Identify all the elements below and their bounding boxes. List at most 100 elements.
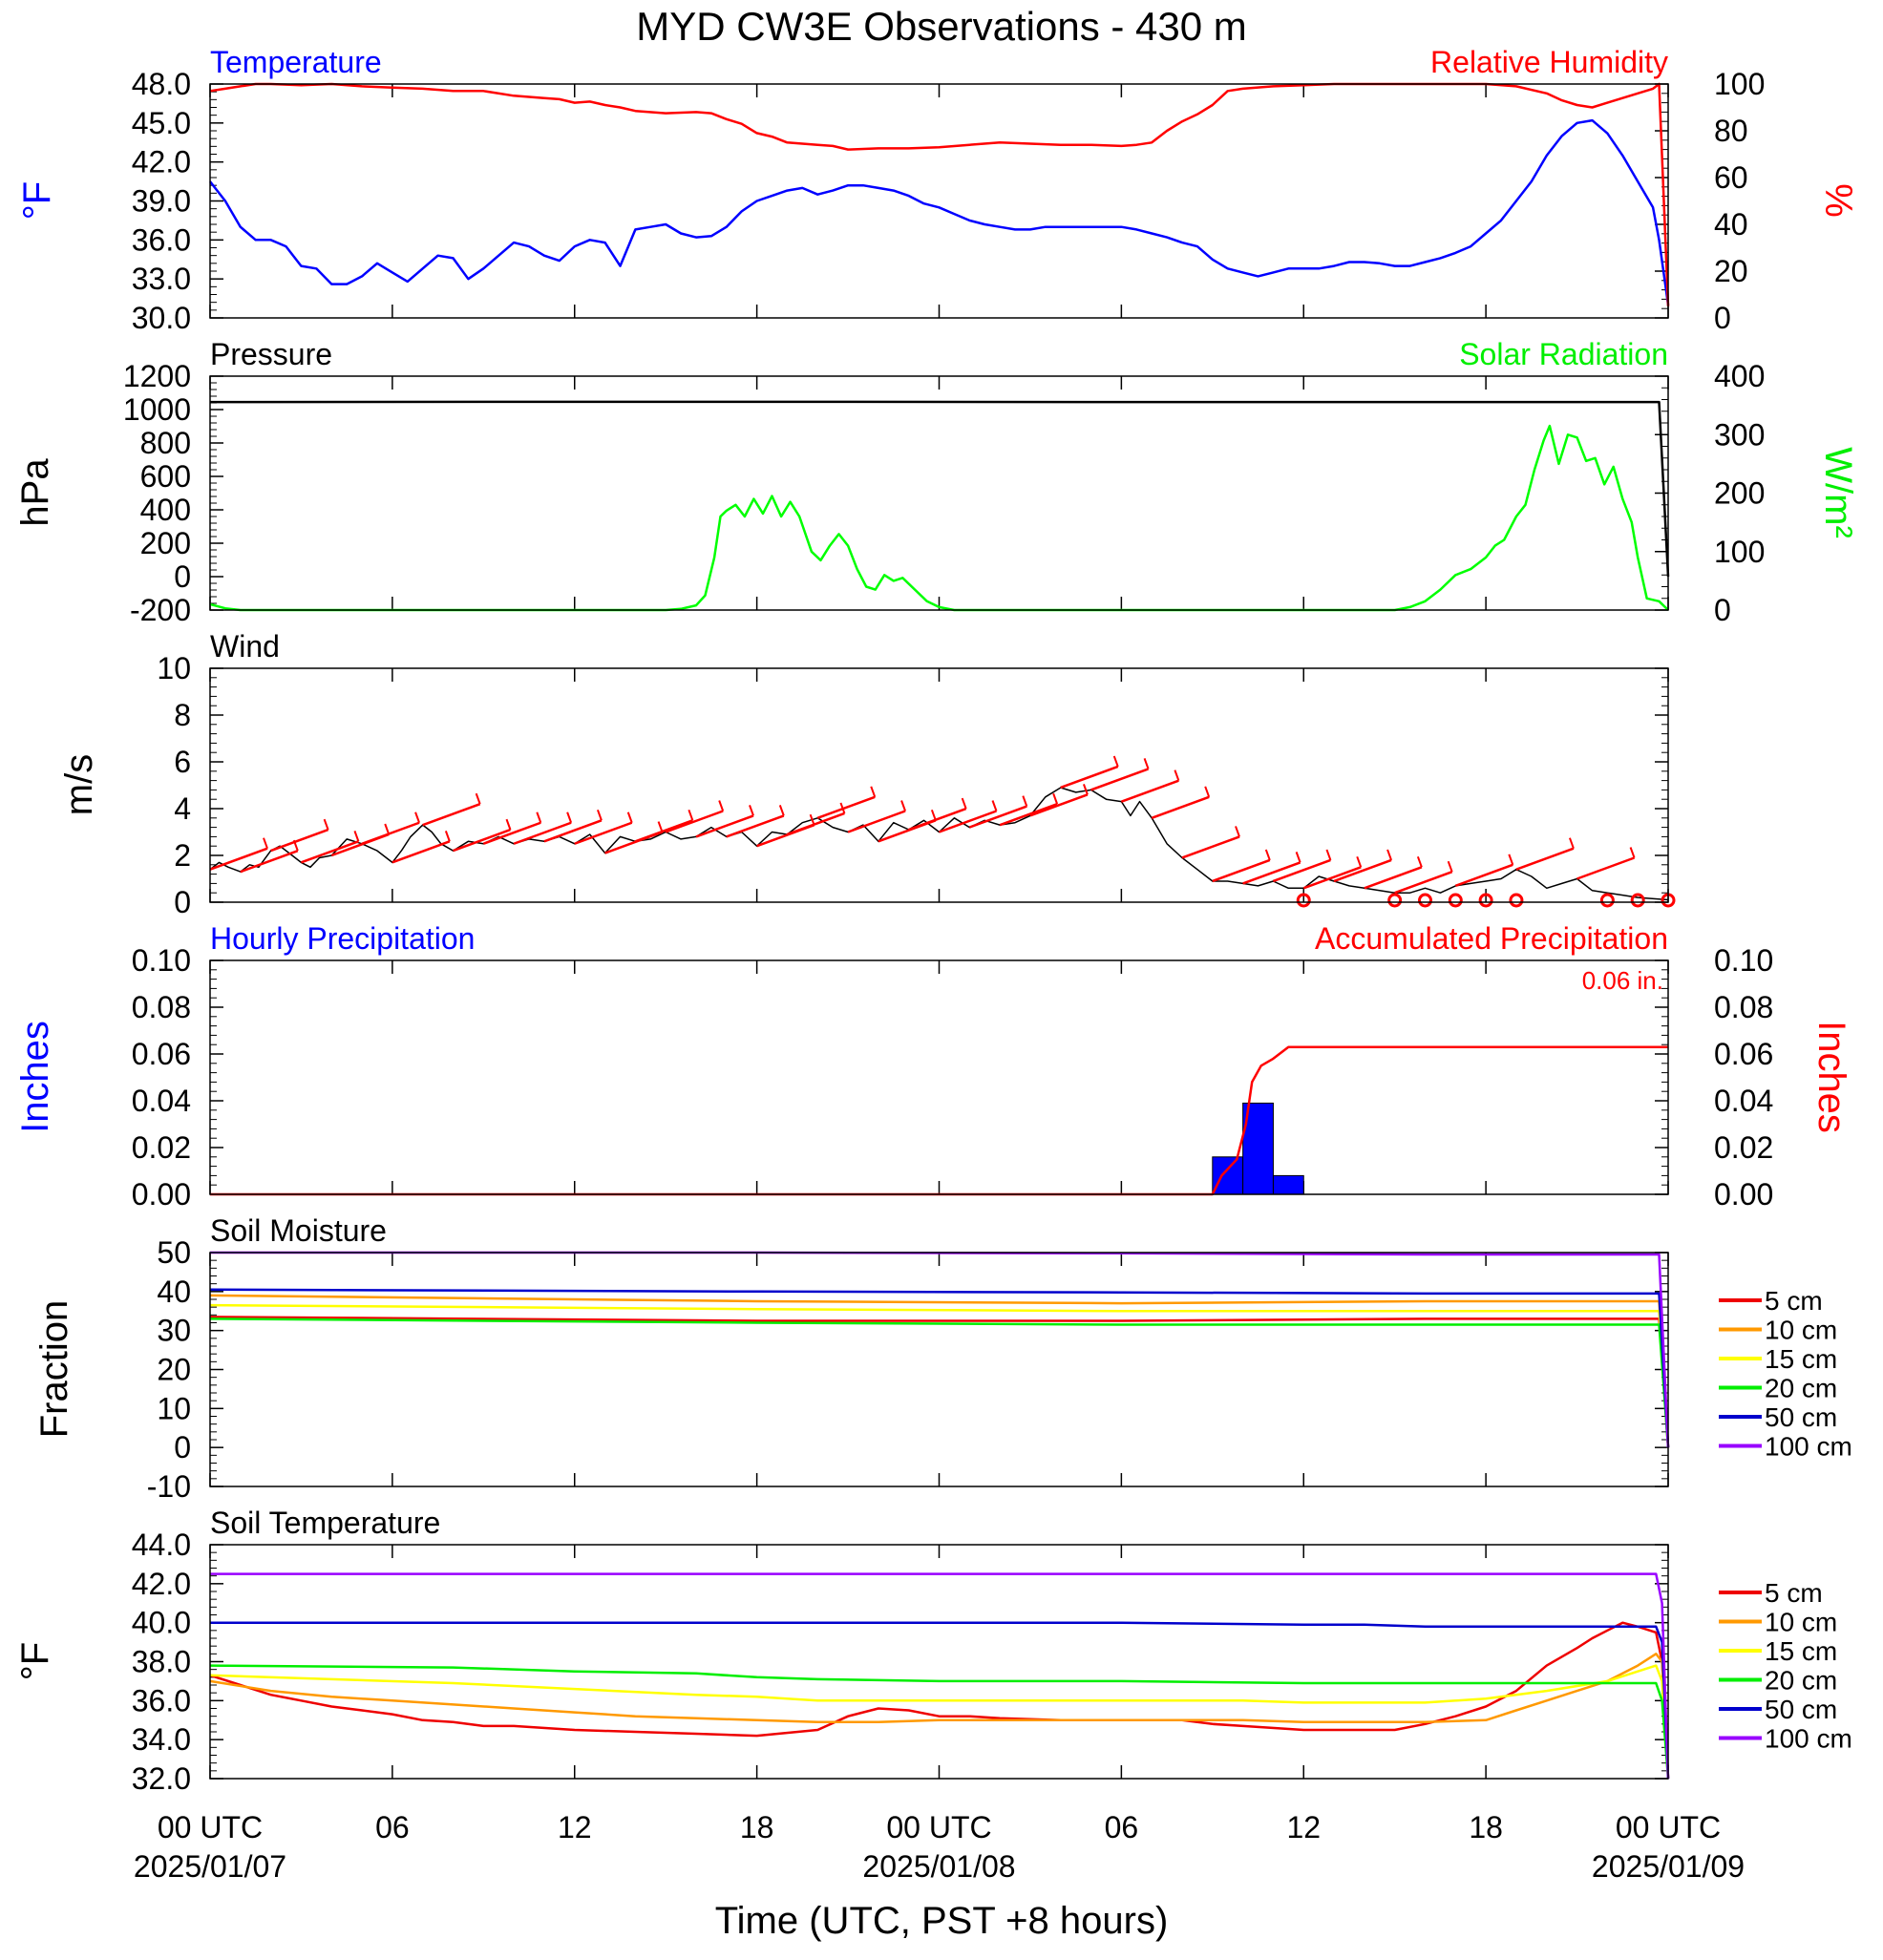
series-line-pressure xyxy=(209,400,1670,578)
y-tick-label-right: 100 xyxy=(1714,535,1765,569)
wind-barb xyxy=(816,795,876,819)
soil-moisture-title: Soil Moisture xyxy=(210,1213,387,1248)
wind-barb-flag xyxy=(1052,792,1059,805)
wind-barb xyxy=(1364,866,1423,890)
wind-barb xyxy=(939,810,997,833)
wind-barb xyxy=(968,805,1027,829)
solar-title: Solar Radiation xyxy=(1459,337,1668,371)
y-tick-label-right: 0.06 xyxy=(1714,1037,1773,1071)
wind-barb xyxy=(270,828,329,853)
wind-barb xyxy=(634,819,693,843)
wind-barb-flag xyxy=(596,809,603,821)
wind-barb-flag xyxy=(505,818,512,831)
wind-barb xyxy=(574,821,633,845)
y-tick-label-left: -10 xyxy=(147,1469,191,1504)
pressure-title: Pressure xyxy=(210,337,332,371)
wind-barb xyxy=(908,807,967,832)
x-tick-date: 2025/01/09 xyxy=(1592,1849,1745,1884)
precipitation-marks: 0.00 0.02 0.04 0.06 0.08 0.10 0.00 0.02 0.04 0.06… xyxy=(132,943,1774,1212)
wind-barb xyxy=(1454,863,1513,888)
wind-barb-flag xyxy=(536,811,542,824)
series-line-20-cm xyxy=(209,1664,1670,1780)
wind-barb xyxy=(1060,765,1119,790)
y-tick-label-right: 60 xyxy=(1714,160,1748,195)
wind-barb xyxy=(1242,861,1301,885)
pressure-axis-label: hPa xyxy=(14,458,56,527)
wind-barb xyxy=(1120,779,1179,803)
wind-barb xyxy=(240,849,299,874)
calm-wind-circle xyxy=(1418,893,1432,908)
wind-barb xyxy=(422,802,481,827)
hourly-precip-bar xyxy=(1272,1174,1304,1195)
wind-barb xyxy=(1394,871,1453,895)
wind-barb-flag xyxy=(657,821,664,832)
soil-temperature-axis-label: °F xyxy=(14,1642,56,1680)
y-tick-label-right: 0.04 xyxy=(1714,1084,1773,1118)
wind-barb-flag xyxy=(778,805,785,816)
panel-soil-temperature: 32.0 34.0 36.0 38.0 40.0 42.0 44.0 Soil Temper… xyxy=(14,1506,1852,1796)
wind-barb xyxy=(1181,835,1240,859)
legend-label: 50 cm xyxy=(1765,1695,1837,1724)
hourly-precip-title: Hourly Precipitation xyxy=(210,921,475,956)
series-line-5-cm xyxy=(209,1621,1670,1780)
pressure-solar-frame xyxy=(209,375,1669,611)
calm-wind-circle xyxy=(1387,893,1403,908)
wind-barb-flag xyxy=(991,800,998,811)
temperature-humidity-marks: 30.0 33.0 36.039.0 42.0 45.0 48.0 0 20 40 60 80 100 xyxy=(132,67,1766,335)
soil-moisture-frame xyxy=(209,1252,1669,1487)
wind-barb xyxy=(543,819,603,843)
humidity-axis-label: % xyxy=(1817,183,1859,218)
y-tick-label-left: 0 xyxy=(174,885,191,919)
x-axis-label: Time (UTC, PST +8 hours) xyxy=(715,1900,1169,1942)
wind-barb-flag xyxy=(1568,837,1575,850)
calm-wind-circle xyxy=(1509,893,1524,908)
y-tick-label-left: 200 xyxy=(140,526,191,560)
wind-barb-flag xyxy=(1235,826,1240,837)
legend-label: 15 cm xyxy=(1765,1636,1837,1666)
wind-title: Wind xyxy=(210,629,280,664)
x-tick-label: 12 xyxy=(558,1810,592,1844)
y-tick-label-left: 34.0 xyxy=(132,1722,191,1757)
y-tick-label-left: 38.0 xyxy=(132,1645,191,1679)
y-tick-label-left: 4 xyxy=(174,791,191,826)
y-tick-label-right: 0.08 xyxy=(1714,990,1773,1024)
y-tick-label-left: 42.0 xyxy=(132,145,191,179)
legend-label: 20 cm xyxy=(1765,1374,1837,1403)
y-tick-label-left: 6 xyxy=(174,745,191,779)
wind-barb xyxy=(391,840,451,864)
wind-barb-flag xyxy=(930,809,937,821)
panel-precipitation: 0.00 0.02 0.04 0.06 0.08 0.10 0.00 0.02 0.04 0.06… xyxy=(14,921,1852,1212)
y-tick-label-left: 1000 xyxy=(123,392,191,427)
y-tick-label-left: 0 xyxy=(174,559,191,594)
humidity-title: Relative Humidity xyxy=(1430,45,1668,79)
wind-barb xyxy=(1333,858,1392,883)
wind-barb xyxy=(361,821,420,845)
legend-label: 100 cm xyxy=(1765,1724,1852,1754)
x-tick-label: 00 UTC xyxy=(886,1810,991,1844)
wind-barb-flag xyxy=(1416,855,1423,868)
wind-barb-flag xyxy=(1112,755,1119,768)
wind-barb-flag xyxy=(718,800,725,811)
y-tick-label-right: 0.10 xyxy=(1714,943,1773,978)
wind-barb xyxy=(665,810,724,833)
wind-barb-flag xyxy=(414,811,421,824)
y-tick-label-left: 2 xyxy=(174,838,191,873)
wind-barb-flag xyxy=(1508,854,1514,866)
y-tick-label-right: 400 xyxy=(1714,359,1765,393)
series-line-solar-radiation xyxy=(209,424,1669,612)
wind-barb-flag xyxy=(1082,784,1089,795)
series-line-100-cm xyxy=(210,1572,1670,1780)
x-tick-label: 18 xyxy=(740,1810,774,1844)
wind-barb-flag xyxy=(1204,786,1211,798)
solar-axis-label: W/m² xyxy=(1817,447,1859,538)
wind-barb xyxy=(847,810,906,833)
wind-barb-flag xyxy=(749,805,754,816)
y-tick-label-left: 0.06 xyxy=(132,1037,191,1071)
wind-barb-flag xyxy=(323,818,329,831)
y-tick-label-left: 800 xyxy=(140,426,191,460)
accum-precip-annotation: 0.06 in. xyxy=(1582,966,1663,995)
legend-label: 10 cm xyxy=(1765,1608,1837,1637)
wind-barb xyxy=(1029,793,1089,817)
wind-barb xyxy=(695,814,754,838)
accum-precip-title: Accumulated Precipitation xyxy=(1315,921,1668,956)
